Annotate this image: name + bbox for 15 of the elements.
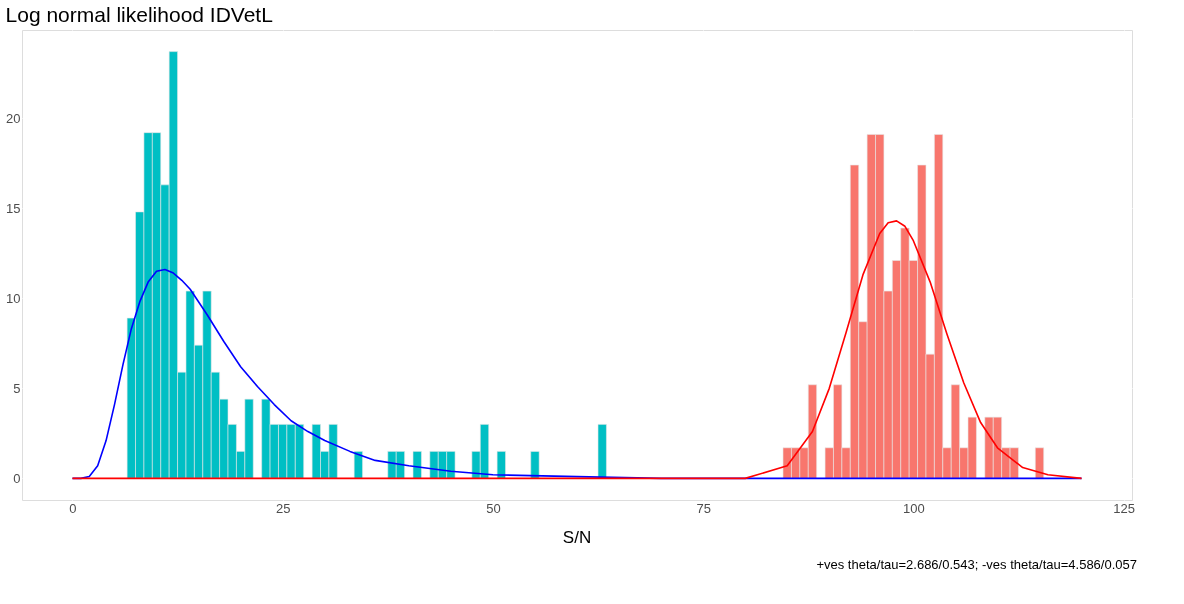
- line-series: [71, 220, 1083, 480]
- x-tick-label: 75: [696, 500, 711, 516]
- x-tick-label: 25: [275, 500, 291, 516]
- x-tick-label: 125: [1113, 500, 1135, 516]
- y-tick-label: 15: [6, 200, 21, 216]
- y-tick-label: 10: [6, 290, 21, 306]
- y-tick-label: 20: [6, 110, 21, 126]
- text: +ves theta/tau=2.686/0.543; -ves theta/tau=4.586/0.057: [816, 557, 1137, 572]
- y-tick-label: 0: [13, 470, 21, 486]
- x-axis-title: S/N: [562, 528, 592, 547]
- x-tick-label: 50: [486, 500, 501, 516]
- x-tick-label: 100: [903, 500, 925, 516]
- x-tick-label: 0: [69, 500, 77, 516]
- y-tick-label: 5: [13, 380, 21, 396]
- chart-title: Log normal likelihood IDVetL: [5, 3, 273, 26]
